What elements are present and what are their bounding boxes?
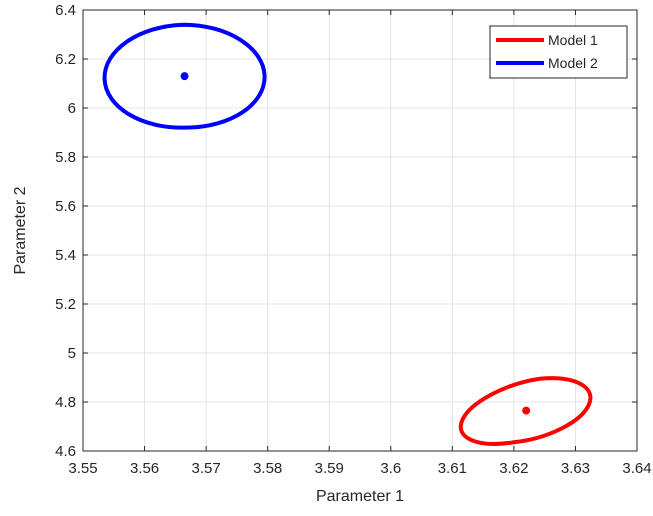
series-2-center-point bbox=[180, 72, 189, 81]
y-tick-label: 4.6 bbox=[55, 443, 76, 460]
y-axis-label: Parameter 2 bbox=[12, 186, 29, 274]
legend: Model 1 Model 2 bbox=[489, 25, 628, 79]
legend-label: Model 1 bbox=[548, 32, 598, 48]
y-tick-label: 5.6 bbox=[55, 198, 76, 215]
x-tick-label: 3.57 bbox=[192, 460, 221, 477]
x-tick-label: 3.55 bbox=[68, 460, 97, 477]
series-layer bbox=[102, 22, 593, 446]
legend-box bbox=[489, 25, 628, 79]
x-tick-label: 3.62 bbox=[499, 460, 528, 477]
y-tick-label: 5.2 bbox=[55, 296, 76, 313]
x-axis-label: Parameter 1 bbox=[316, 488, 404, 505]
y-tick-label: 5.8 bbox=[55, 149, 76, 166]
x-tick-label: 3.64 bbox=[622, 460, 651, 477]
x-tick-label: 3.59 bbox=[315, 460, 344, 477]
axis-ticks: 3.55 3.56 3.57 3.58 3.59 3.6 3.61 3.62 3.63 3.64 4… bbox=[55, 2, 651, 477]
series-2-ellipse bbox=[102, 22, 267, 130]
plot-area-frame bbox=[82, 9, 638, 452]
legend-label: Model 2 bbox=[548, 55, 598, 71]
y-tick-label: 6.2 bbox=[55, 51, 76, 68]
x-tick-label: 3.58 bbox=[253, 460, 282, 477]
y-tick-label: 6.4 bbox=[55, 2, 76, 19]
y-tick-label: 5.4 bbox=[55, 247, 76, 264]
x-tick-label: 3.56 bbox=[130, 460, 159, 477]
y-tick-label: 6 bbox=[68, 100, 76, 117]
series-1-center-point bbox=[522, 406, 531, 415]
y-tick-label: 4.8 bbox=[55, 394, 76, 411]
y-tick-label: 5 bbox=[68, 345, 76, 362]
series-1-ellipse bbox=[458, 376, 593, 446]
x-tick-label: 3.6 bbox=[380, 460, 401, 477]
x-tick-label: 3.63 bbox=[561, 460, 590, 477]
x-tick-label: 3.61 bbox=[438, 460, 467, 477]
